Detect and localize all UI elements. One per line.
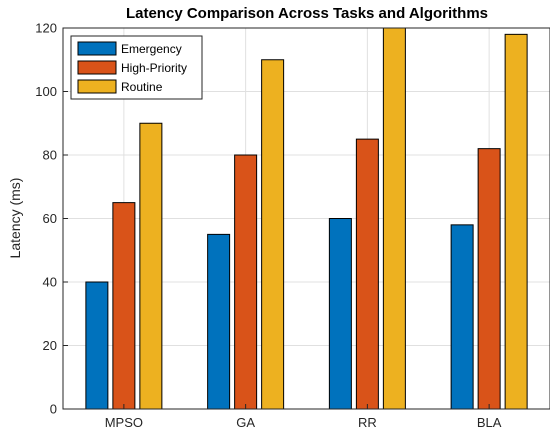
legend-swatch — [77, 41, 117, 56]
bar-emergency-ga — [207, 233, 231, 410]
x-axis: MPSO GA RR BLA — [105, 404, 502, 430]
bar-emergency-rr — [328, 218, 352, 410]
bar-routine-rr — [382, 27, 406, 410]
legend-swatch — [77, 79, 117, 94]
y-tick-label: 80 — [43, 148, 57, 163]
x-tick-label: RR — [358, 415, 377, 430]
legend-swatch — [77, 60, 117, 75]
legend-label: Emergency — [121, 42, 182, 56]
legend-label: Routine — [121, 80, 163, 94]
bar-high-priority-mpso — [112, 202, 136, 410]
x-tick-label: BLA — [477, 415, 502, 430]
legend: Emergency High-Priority Routine — [70, 35, 203, 100]
y-tick-label: 60 — [43, 211, 57, 226]
y-tick-label: 100 — [35, 84, 57, 99]
bar-high-priority-ga — [234, 154, 258, 410]
bar-high-priority-rr — [355, 138, 379, 410]
bar-emergency-mpso — [85, 281, 109, 410]
bar-routine-ga — [261, 59, 285, 410]
legend-label: High-Priority — [121, 61, 187, 75]
bar-routine-bla — [504, 33, 528, 410]
bar-high-priority-bla — [477, 148, 501, 410]
bar-routine-mpso — [139, 122, 163, 410]
y-tick-label: 20 — [43, 338, 57, 353]
x-tick-label: MPSO — [105, 415, 143, 430]
chart-title: Latency Comparison Across Tasks and Algo… — [126, 5, 488, 22]
x-tick-label: GA — [236, 415, 255, 430]
bar-emergency-bla — [450, 224, 474, 410]
y-tick-label: 40 — [43, 275, 57, 290]
y-tick-label: 0 — [50, 402, 57, 417]
y-tick-label: 120 — [35, 21, 57, 36]
y-axis: 0 20 40 60 80 100 120 — [35, 21, 68, 417]
y-axis-label: Latency (ms) — [7, 178, 23, 259]
